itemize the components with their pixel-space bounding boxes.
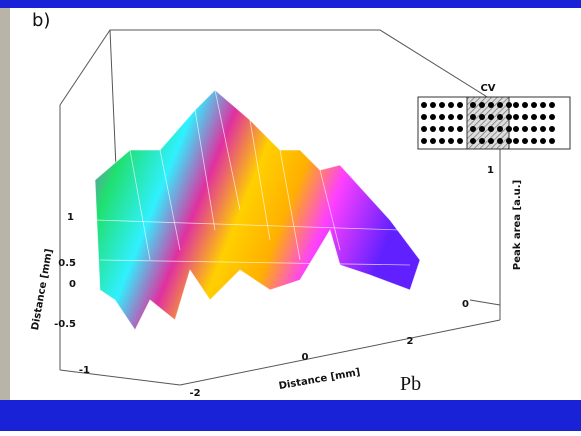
inset-dot — [488, 126, 494, 132]
inset-dot — [470, 126, 476, 132]
inset-dot — [531, 114, 537, 120]
inset-dot — [549, 126, 555, 132]
panel-label: b) — [32, 10, 50, 31]
caption: Pb — [400, 373, 421, 395]
inset-dot — [439, 138, 445, 144]
inset-dot — [506, 138, 512, 144]
inset-dot — [457, 102, 463, 108]
inset-dot — [448, 102, 454, 108]
inset-dot — [522, 126, 528, 132]
inset-dot — [448, 138, 454, 144]
x-tick-label: 2 — [407, 336, 414, 347]
y-tick-label: 0.5 — [58, 258, 76, 269]
inset-dot — [513, 138, 519, 144]
y-tick-label: -1 — [79, 365, 90, 376]
inset-dot — [549, 114, 555, 120]
inset-dot — [531, 102, 537, 108]
inset-dot — [421, 138, 427, 144]
inset-dot — [497, 126, 503, 132]
inset-dot — [430, 114, 436, 120]
z-tick-label: 0 — [462, 299, 469, 310]
inset: CV — [417, 83, 571, 150]
inset-dot — [549, 102, 555, 108]
inset-dot — [549, 138, 555, 144]
inset-dot — [470, 138, 476, 144]
inset-dot — [457, 114, 463, 120]
inset-dot — [488, 114, 494, 120]
surface — [94, 89, 421, 331]
inset-dot — [479, 114, 485, 120]
inset-dot — [488, 102, 494, 108]
x-tick-label: 0 — [302, 352, 309, 363]
inset-dot — [479, 126, 485, 132]
inset-dot — [522, 114, 528, 120]
inset-dot — [497, 114, 503, 120]
inset-dot — [540, 102, 546, 108]
inset-dot — [421, 102, 427, 108]
inset-dot — [421, 114, 427, 120]
z-tick-label: 1 — [487, 165, 494, 176]
inset-dot — [513, 114, 519, 120]
inset-dot — [479, 138, 485, 144]
inset-dot — [430, 102, 436, 108]
inset-dot — [439, 126, 445, 132]
inset-dot — [513, 126, 519, 132]
inset-dot — [430, 138, 436, 144]
inset-dot — [531, 138, 537, 144]
x-tick-label: -2 — [189, 388, 200, 399]
inset-dot — [439, 114, 445, 120]
inset-dot — [470, 102, 476, 108]
inset-dot — [540, 138, 546, 144]
inset-dot — [439, 102, 445, 108]
inset-dot — [497, 102, 503, 108]
inset-dot — [522, 138, 528, 144]
photo-strip — [0, 8, 10, 400]
inset-dot — [497, 138, 503, 144]
inset-dot — [540, 126, 546, 132]
inset-dot — [457, 126, 463, 132]
z-axis-title: Peak area [a.u.] — [512, 180, 523, 270]
inset-dot — [448, 114, 454, 120]
inset-dot — [457, 138, 463, 144]
inset-dot — [448, 126, 454, 132]
y-tick-label: 1 — [67, 212, 74, 223]
inset-dot — [540, 114, 546, 120]
inset-dot — [470, 114, 476, 120]
y-tick-label: -0.5 — [54, 319, 76, 330]
inset-label: CV — [480, 83, 495, 94]
inset-dot — [479, 102, 485, 108]
inset-dot — [430, 126, 436, 132]
inset-dot — [488, 138, 494, 144]
inset-dot — [506, 114, 512, 120]
inset-dot — [513, 102, 519, 108]
inset-dot — [421, 126, 427, 132]
y-tick-label: 0 — [69, 279, 76, 290]
inset-dot — [531, 126, 537, 132]
inset-dot — [506, 126, 512, 132]
inset-dot — [506, 102, 512, 108]
inset-dot — [522, 102, 528, 108]
box-frame — [59, 29, 501, 386]
